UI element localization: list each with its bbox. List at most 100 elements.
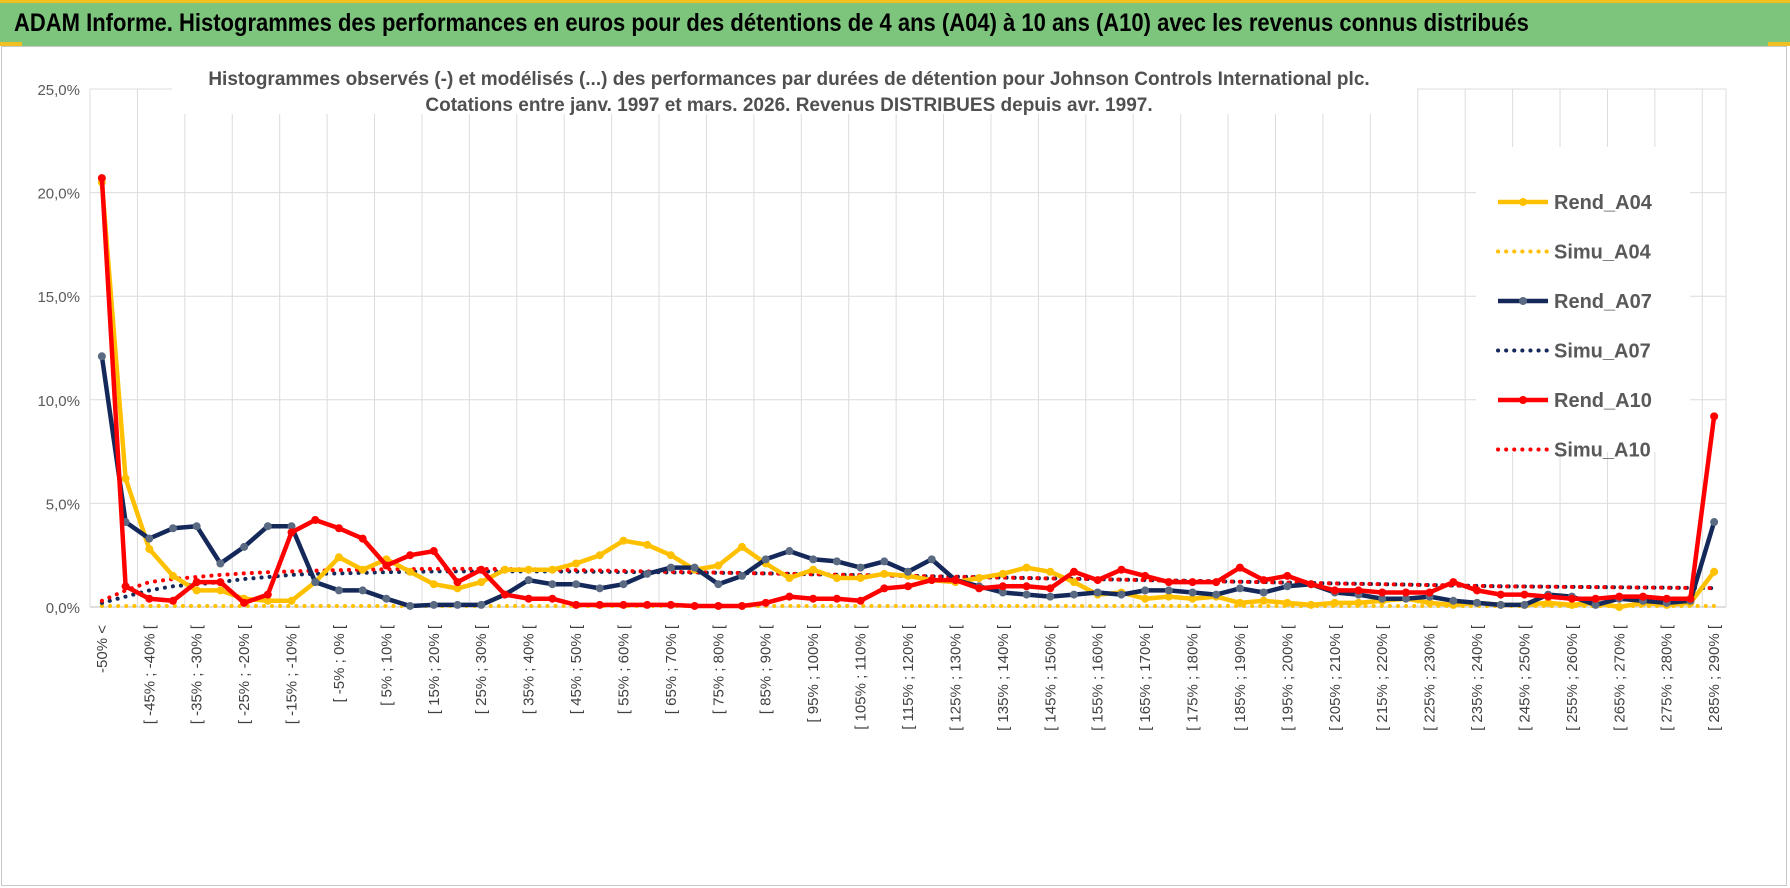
data-point — [1615, 592, 1624, 601]
data-point — [1710, 518, 1719, 527]
data-point — [429, 600, 438, 609]
data-point — [121, 474, 130, 483]
data-point — [1544, 592, 1553, 601]
data-point — [1046, 584, 1055, 593]
legend-item-Rend_A07: Rend_A07 — [1498, 291, 1652, 313]
data-point — [168, 524, 177, 533]
data-point — [927, 555, 936, 564]
data-point — [1283, 571, 1292, 580]
data-point — [1188, 588, 1197, 597]
data-point — [619, 536, 628, 545]
x-tick-label: [ 175% ; 180% [ — [1185, 624, 1202, 731]
grid — [89, 88, 1727, 608]
data-point — [121, 582, 130, 591]
data-point — [643, 540, 652, 549]
data-point — [263, 522, 272, 531]
data-point — [880, 557, 889, 566]
data-point — [832, 557, 841, 566]
data-point — [998, 569, 1007, 578]
x-tick-label: [ 255% ; 260% [ — [1564, 624, 1581, 731]
legend-label: Simu_A10 — [1554, 440, 1651, 462]
corner-accent-left — [0, 42, 22, 46]
data-point — [358, 586, 367, 595]
performance-histogram-chart: 0,0% 5,0% 10,0% 15,0% 20,0% 25,0% Histogramme… — [37, 58, 1727, 731]
data-point — [1401, 594, 1410, 603]
y-tick-label: 10,0% — [37, 393, 80, 410]
x-tick-label: -50% < — [94, 625, 111, 673]
data-point — [1188, 594, 1197, 603]
data-point — [1212, 590, 1221, 599]
data-point — [856, 596, 865, 605]
data-point — [524, 594, 533, 603]
data-point — [334, 524, 343, 533]
x-tick-label: [ -35% ; -30% [ — [189, 624, 206, 724]
data-point — [1141, 594, 1150, 603]
data-point — [1093, 576, 1102, 585]
x-tick-label: [ 155% ; 160% [ — [1090, 624, 1107, 731]
x-tick-label: [ 75% ; 80% [ — [710, 624, 727, 714]
data-point — [168, 596, 177, 605]
data-point — [1259, 596, 1268, 605]
data-point — [548, 594, 557, 603]
x-tick-label: [ 95% ; 100% [ — [805, 624, 822, 722]
data-point — [453, 600, 462, 609]
x-tick-label: [ 275% ; 280% [ — [1659, 624, 1676, 731]
data-point — [1164, 578, 1173, 587]
data-point — [714, 601, 723, 610]
data-point — [572, 580, 581, 589]
data-point — [548, 565, 557, 574]
data-point — [1520, 590, 1529, 599]
x-tick-label: [ 135% ; 140% [ — [995, 624, 1012, 731]
data-point — [785, 592, 794, 601]
data-point — [619, 600, 628, 609]
data-point — [311, 578, 320, 587]
data-point — [1188, 578, 1197, 587]
data-point — [666, 551, 675, 560]
data-point — [1283, 598, 1292, 607]
data-point — [1069, 578, 1078, 587]
data-point — [1235, 563, 1244, 572]
x-tick-label: [ 265% ; 270% [ — [1611, 624, 1628, 731]
data-point — [192, 578, 201, 587]
x-tick-label: [ 165% ; 170% [ — [1137, 624, 1154, 731]
x-tick-label: [ 5% ; 10% [ — [378, 624, 395, 706]
data-point — [311, 515, 320, 524]
x-tick-label: [ 195% ; 200% [ — [1279, 624, 1296, 731]
chart-title-line-2: Cotations entre janv. 1997 et mars. 2026… — [425, 95, 1152, 116]
data-point — [1354, 586, 1363, 595]
data-point — [1496, 600, 1505, 609]
data-point — [406, 567, 415, 576]
data-point — [998, 582, 1007, 591]
data-point — [406, 601, 415, 610]
data-point — [1567, 594, 1576, 603]
data-point — [1615, 603, 1624, 611]
data-point — [738, 601, 747, 610]
data-point — [690, 601, 699, 610]
data-point — [880, 584, 889, 593]
data-point — [809, 565, 818, 574]
legend-label: Rend_A07 — [1554, 291, 1652, 313]
data-point — [477, 565, 486, 574]
data-point — [358, 565, 367, 574]
legend-label: Rend_A10 — [1554, 390, 1652, 412]
data-point — [714, 580, 723, 589]
data-point — [1259, 576, 1268, 585]
data-point — [548, 580, 557, 589]
data-point — [738, 571, 747, 580]
x-tick-label: [ 285% ; 290% [ — [1706, 624, 1723, 731]
legend-marker — [1519, 396, 1527, 404]
data-point — [785, 547, 794, 556]
x-tick-label: [ 85% ; 90% [ — [758, 624, 775, 714]
data-point — [809, 594, 818, 603]
x-tick-label: [ 115% ; 120% [ — [900, 624, 917, 730]
x-tick-label: [ 35% ; 40% [ — [521, 624, 538, 714]
report-title: ADAM Informe. Histogrammes des performan… — [14, 9, 1529, 37]
data-point — [1069, 590, 1078, 599]
data-point — [666, 563, 675, 572]
data-point — [216, 578, 225, 587]
corner-accent-right — [1768, 42, 1790, 46]
x-tick-label: [ 235% ; 240% [ — [1469, 624, 1486, 731]
data-point — [832, 573, 841, 582]
data-point — [1022, 563, 1031, 572]
y-tick-label: 0,0% — [46, 600, 80, 617]
